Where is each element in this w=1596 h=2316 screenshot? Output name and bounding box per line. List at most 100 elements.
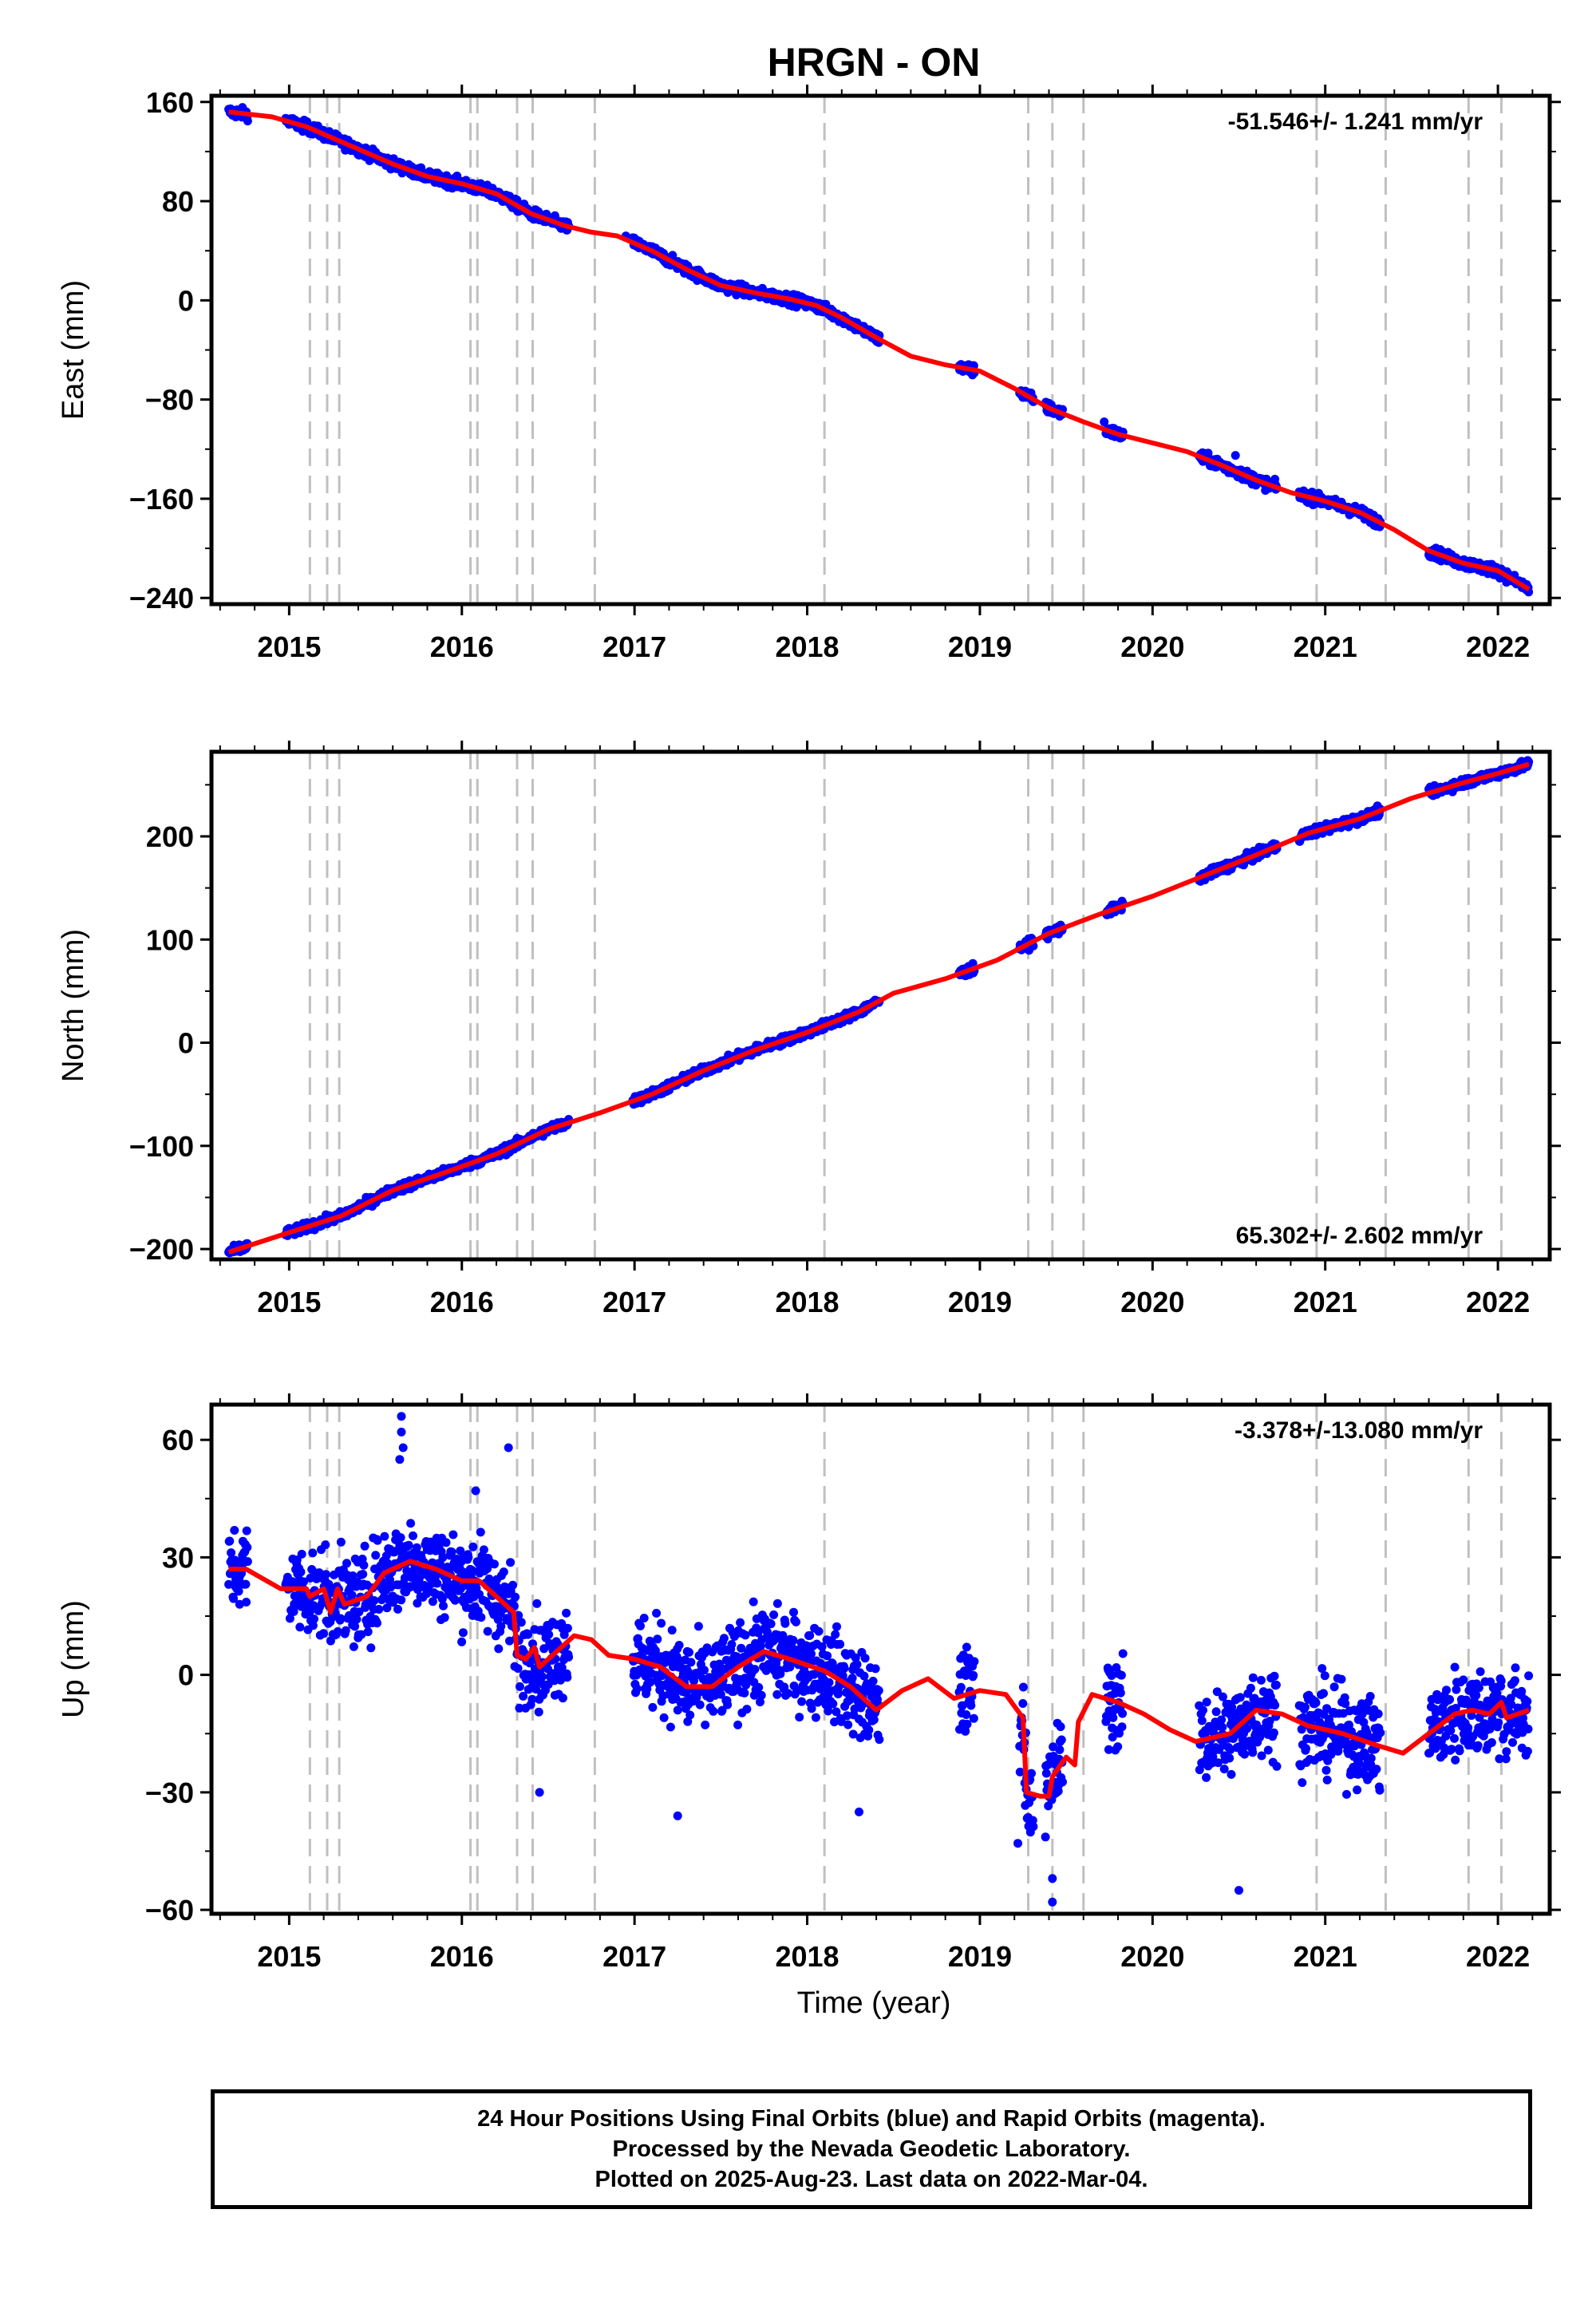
data-point xyxy=(558,1694,567,1703)
data-point xyxy=(406,1519,416,1528)
x-tick-label: 2020 xyxy=(1120,630,1184,663)
data-point xyxy=(243,1557,252,1567)
data-point xyxy=(360,1541,369,1551)
data-point xyxy=(511,1592,520,1602)
y-tick-label: −160 xyxy=(129,483,194,516)
data-point xyxy=(295,1622,305,1632)
data-point xyxy=(373,1618,381,1628)
data-point xyxy=(772,1690,782,1699)
data-point xyxy=(433,1579,442,1588)
data-point xyxy=(532,1599,542,1608)
data-point xyxy=(483,1626,492,1636)
data-point xyxy=(397,1595,406,1605)
data-point xyxy=(723,1700,733,1709)
data-point xyxy=(468,1542,478,1551)
data-point xyxy=(393,1604,402,1614)
x-tick-label: 2018 xyxy=(775,1286,839,1318)
data-point xyxy=(499,1567,508,1577)
y-tick-label: 100 xyxy=(146,923,194,956)
data-point xyxy=(700,1666,709,1675)
y-tick-label: 80 xyxy=(162,185,194,218)
data-point xyxy=(342,1559,351,1568)
x-tick-label: 2021 xyxy=(1294,630,1357,663)
x-tick-label: 2015 xyxy=(257,630,321,663)
data-point xyxy=(508,1580,518,1590)
y-tick-label: −100 xyxy=(129,1130,194,1163)
y-tick-label: −200 xyxy=(129,1233,194,1266)
y-tick-label: 0 xyxy=(178,1027,194,1060)
model-line-east xyxy=(228,109,1531,591)
data-point xyxy=(516,1618,526,1627)
data-point xyxy=(243,117,252,126)
x-tick-label: 2017 xyxy=(602,1286,666,1318)
data-point xyxy=(563,1673,572,1682)
data-point xyxy=(412,1543,421,1552)
data-point xyxy=(534,1707,543,1717)
data-point xyxy=(766,1619,776,1629)
x-tick-label: 2016 xyxy=(430,630,494,663)
data-point xyxy=(366,1643,376,1653)
model-line-north xyxy=(227,761,1530,1255)
data-point xyxy=(666,1722,675,1732)
y-axis-label-north: North (mm) xyxy=(57,929,90,1082)
y-tick-label: 200 xyxy=(146,820,194,853)
data-point xyxy=(563,1623,572,1633)
data-point xyxy=(537,1672,547,1682)
rate-annotation-north: 65.302+/- 2.602 mm/yr xyxy=(1236,1223,1483,1249)
data-point xyxy=(667,1626,677,1635)
data-point xyxy=(369,1596,379,1605)
data-point xyxy=(409,1531,417,1540)
data-point xyxy=(439,1601,448,1611)
data-point xyxy=(296,1567,306,1577)
data-point xyxy=(380,1531,389,1541)
data-point xyxy=(359,1560,369,1570)
data-point xyxy=(441,1538,451,1547)
data-point xyxy=(639,1614,649,1622)
data-point xyxy=(701,1720,710,1729)
data-point xyxy=(458,1628,468,1638)
x-tick-label: 2020 xyxy=(1120,1286,1184,1318)
data-point xyxy=(754,1682,764,1692)
data-point xyxy=(310,1614,319,1624)
data-point xyxy=(695,1700,705,1709)
x-tick-label: 2015 xyxy=(257,1286,321,1318)
data-point xyxy=(772,1599,782,1608)
data-point xyxy=(457,1637,467,1646)
data-point xyxy=(685,1710,695,1720)
data-point xyxy=(404,1540,413,1550)
data-point xyxy=(740,1688,749,1697)
data-point xyxy=(544,1630,554,1639)
data-point xyxy=(564,1652,574,1662)
data-point xyxy=(709,1706,718,1716)
data-point xyxy=(476,1613,486,1622)
data-point xyxy=(769,1610,779,1619)
data-point xyxy=(719,1634,729,1643)
data-point xyxy=(674,1641,684,1650)
x-tick-label: 2021 xyxy=(1294,1286,1357,1318)
data-point xyxy=(653,1634,662,1644)
data-point xyxy=(652,1608,662,1618)
data-point xyxy=(693,1622,703,1631)
data-point xyxy=(289,1607,298,1616)
data-point xyxy=(396,1533,405,1543)
data-point xyxy=(363,1627,373,1637)
data-point xyxy=(685,1647,693,1657)
data-point xyxy=(341,1626,350,1635)
x-tick-label: 2016 xyxy=(430,1286,494,1318)
x-tick-label: 2022 xyxy=(1466,1286,1530,1318)
data-point xyxy=(736,1618,745,1627)
data-point xyxy=(242,1598,251,1607)
data-point xyxy=(349,1642,358,1651)
data-point xyxy=(562,1608,571,1618)
data-point xyxy=(673,1705,682,1715)
data-point xyxy=(448,1530,458,1539)
data-point xyxy=(742,1705,752,1714)
data-point xyxy=(347,1591,357,1600)
x-tick-label: 2019 xyxy=(948,630,1012,663)
data-point xyxy=(1231,451,1240,460)
data-point xyxy=(513,1664,523,1674)
